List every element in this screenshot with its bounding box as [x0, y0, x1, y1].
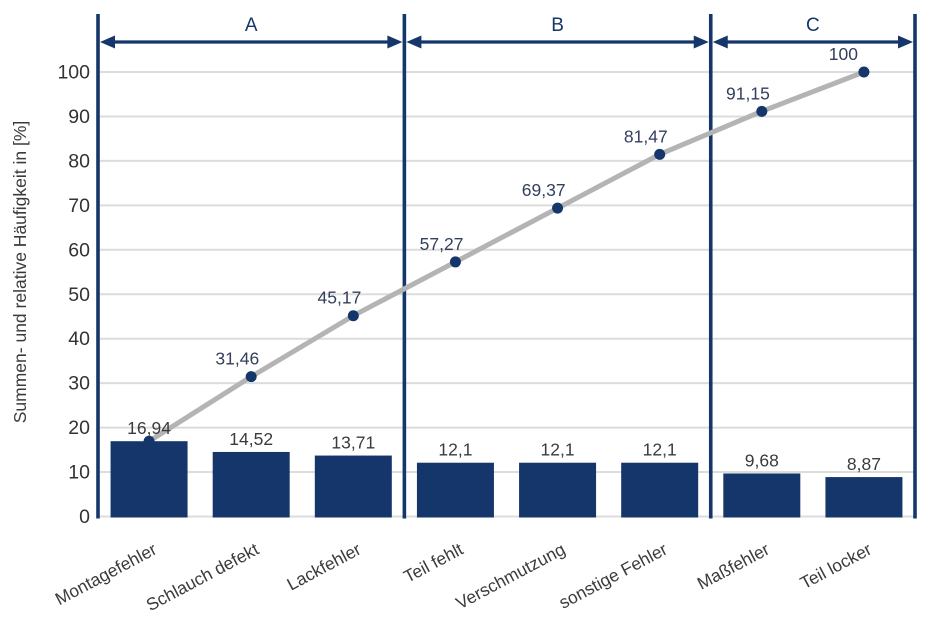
y-tick-label-0: 0 — [79, 506, 90, 528]
section-label-A: A — [245, 15, 258, 36]
y-tick-label-20: 20 — [68, 417, 90, 439]
cumulative-value-label-7: 91,15 — [726, 83, 770, 103]
y-tick-label-10: 10 — [68, 462, 90, 484]
bar-4 — [416, 462, 494, 518]
cumulative-line-layer — [143, 66, 870, 447]
bar-1 — [110, 441, 188, 518]
bar-value-label-2: 14,52 — [229, 429, 273, 449]
category-label-4: Teil fehlt — [400, 539, 466, 587]
section-arrows-layer — [100, 35, 913, 49]
cumulative-point-7 — [756, 105, 768, 117]
y-tick-label-100: 100 — [57, 62, 90, 84]
bar-2 — [212, 451, 290, 518]
section-arrow-head-left-A — [100, 35, 115, 49]
cumulative-value-label-3: 45,17 — [318, 288, 362, 308]
cumulative-point-3 — [347, 310, 359, 322]
cumulative-value-label-5: 69,37 — [522, 180, 566, 200]
y-axis-title: Summen- und relative Häufigkeit in [%] — [10, 121, 30, 424]
category-label-5: Verschmutzung — [453, 539, 569, 613]
cumulative-value-label-8: 100 — [829, 44, 858, 64]
bar-5 — [519, 462, 597, 518]
cumulative-point-5 — [552, 202, 564, 214]
y-tick-label-80: 80 — [68, 150, 90, 172]
y-tick-label-70: 70 — [68, 195, 90, 217]
bar-value-label-6: 12,1 — [643, 440, 677, 460]
bar-3 — [314, 455, 392, 518]
bar-value-label-4: 12,1 — [438, 440, 472, 460]
bars-layer — [110, 441, 903, 518]
bar-value-label-7: 9,68 — [745, 450, 779, 470]
bar-7 — [723, 473, 801, 518]
category-label-7: Maßfehler — [694, 539, 773, 594]
bar-value-label-5: 12,1 — [541, 440, 575, 460]
cumulative-value-label-4: 57,27 — [420, 234, 464, 254]
section-arrow-head-right-C — [898, 35, 913, 49]
section-arrow-head-left-C — [712, 35, 728, 49]
section-arrow-head-left-B — [406, 35, 422, 49]
cumulative-point-6 — [654, 148, 666, 160]
section-arrow-head-right-A — [387, 35, 403, 49]
bar-8 — [825, 477, 903, 518]
section-label-C: C — [806, 15, 820, 36]
cumulative-line — [146, 69, 867, 444]
category-label-8: Teil locker — [797, 539, 875, 593]
y-tick-label-30: 30 — [68, 373, 90, 395]
section-label-B: B — [551, 15, 564, 36]
cumulative-point-2 — [245, 371, 257, 383]
cumulative-value-label-6: 81,47 — [624, 126, 668, 146]
cumulative-value-label-2: 31,46 — [215, 349, 259, 369]
category-label-2: Schlauch defekt — [143, 539, 262, 615]
y-tick-label-90: 90 — [68, 106, 90, 128]
bar-value-label-8: 8,87 — [847, 454, 881, 474]
cumulative-point-1 — [143, 435, 155, 447]
section-arrow-head-right-B — [693, 35, 709, 49]
bar-6 — [621, 462, 699, 518]
gridlines-layer — [98, 71, 915, 518]
category-label-3: Lackfehler — [284, 539, 365, 595]
y-tick-label-50: 50 — [68, 284, 90, 306]
category-label-6: sonstige Fehler — [556, 539, 671, 613]
y-tick-label-60: 60 — [68, 239, 90, 261]
axis-frame-layer — [96, 14, 917, 519]
cumulative-point-4 — [449, 256, 461, 268]
cumulative-point-8 — [858, 66, 870, 78]
y-tick-label-40: 40 — [68, 328, 90, 350]
labels-layer: 0 10 20 30 40 50 60 70 80 90 100 16,94 14,52 13,71 12,… — [52, 15, 881, 615]
bar-value-label-1: 16,94 — [127, 418, 171, 438]
bar-value-label-3: 13,71 — [331, 433, 375, 453]
